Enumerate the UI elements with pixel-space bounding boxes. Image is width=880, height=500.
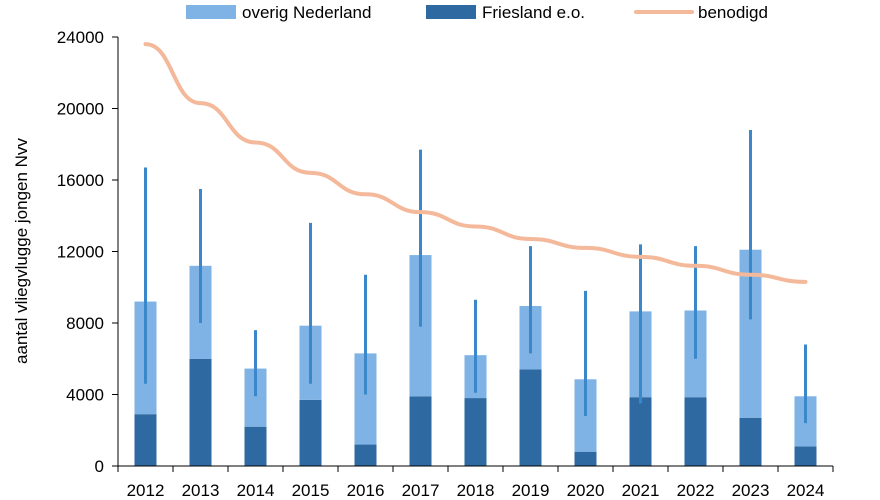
y-tick-label-0: 0 bbox=[95, 457, 104, 476]
legend-label-friesland-e-o-: Friesland e.o. bbox=[482, 3, 585, 22]
x-tick-label-2015: 2015 bbox=[292, 481, 330, 500]
bar-friesland-e-o--2022 bbox=[684, 397, 707, 466]
x-tick-label-2014: 2014 bbox=[237, 481, 275, 500]
x-tick-label-2020: 2020 bbox=[567, 481, 605, 500]
x-tick-label-2012: 2012 bbox=[127, 481, 165, 500]
x-tick-label-2022: 2022 bbox=[677, 481, 715, 500]
bar-friesland-e-o--2023 bbox=[739, 417, 762, 466]
bar-friesland-e-o--2016 bbox=[354, 444, 377, 466]
y-tick-label-20000: 20000 bbox=[57, 100, 104, 119]
x-tick-label-2019: 2019 bbox=[512, 481, 550, 500]
bar-friesland-e-o--2013 bbox=[189, 358, 212, 466]
x-tick-label-2018: 2018 bbox=[457, 481, 495, 500]
y-tick-label-8000: 8000 bbox=[66, 314, 104, 333]
x-tick-label-2021: 2021 bbox=[622, 481, 660, 500]
bar-friesland-e-o--2018 bbox=[464, 398, 487, 466]
legend-swatch-friesland-e-o- bbox=[426, 5, 476, 19]
y-tick-label-16000: 16000 bbox=[57, 171, 104, 190]
x-tick-label-2017: 2017 bbox=[402, 481, 440, 500]
legend-label-benodigd: benodigd bbox=[698, 3, 768, 22]
bar-friesland-e-o--2015 bbox=[299, 399, 322, 466]
y-axis-title: aantal vliegvlugge jongen Nvv bbox=[12, 138, 31, 364]
x-tick-label-2024: 2024 bbox=[787, 481, 825, 500]
y-tick-label-4000: 4000 bbox=[66, 386, 104, 405]
x-tick-label-2016: 2016 bbox=[347, 481, 385, 500]
bar-friesland-e-o--2019 bbox=[519, 369, 542, 466]
bar-friesland-e-o--2014 bbox=[244, 426, 267, 466]
bar-overig-nederland-2014 bbox=[244, 368, 267, 427]
bar-overig-nederland-2023 bbox=[739, 249, 762, 418]
bar-friesland-e-o--2021 bbox=[629, 397, 652, 466]
legend-swatch-overig-nederland bbox=[186, 5, 236, 19]
bar-friesland-e-o--2017 bbox=[409, 396, 432, 466]
legend-label-overig-nederland: overig Nederland bbox=[242, 3, 371, 22]
bar-friesland-e-o--2020 bbox=[574, 451, 597, 466]
bar-friesland-e-o--2024 bbox=[794, 446, 817, 466]
bar-friesland-e-o--2012 bbox=[134, 414, 157, 466]
x-tick-label-2023: 2023 bbox=[732, 481, 770, 500]
y-tick-label-12000: 12000 bbox=[57, 243, 104, 262]
x-tick-label-2013: 2013 bbox=[182, 481, 220, 500]
bar-overig-nederland-2016 bbox=[354, 353, 377, 445]
y-tick-label-24000: 24000 bbox=[57, 28, 104, 47]
line-benodigd bbox=[143, 42, 808, 284]
